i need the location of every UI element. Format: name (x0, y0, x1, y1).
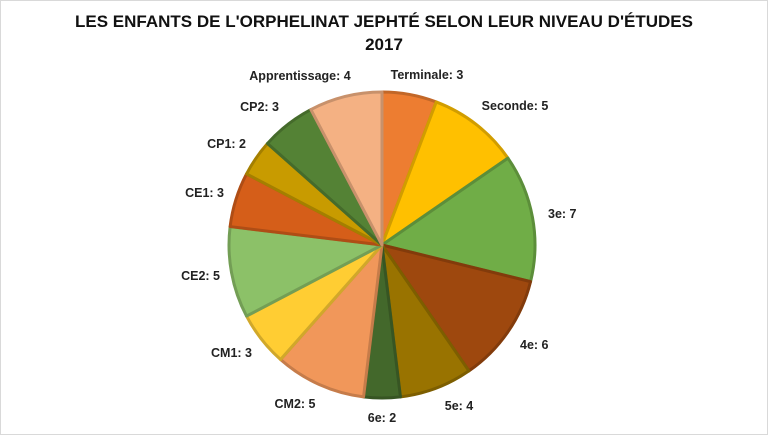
data-label-ce2: CE2: 5 (181, 269, 220, 283)
pie-slice-ce2 (227, 225, 384, 318)
data-label-4e: 4e: 6 (520, 338, 549, 352)
data-label-3e: 3e: 7 (548, 207, 577, 221)
pie-slice-4e (380, 243, 533, 373)
data-label-cp2: CP2: 3 (240, 100, 279, 114)
chart-title: LES ENFANTS DE L'ORPHELINAT JEPHTÉ SELON… (75, 12, 693, 31)
chart-subtitle-year: 2017 (365, 35, 403, 54)
data-label-seconde: Seconde: 5 (482, 99, 549, 113)
data-label-5e: 5e: 4 (445, 399, 474, 413)
data-label-ce1: CE1: 3 (185, 186, 224, 200)
data-label-terminale: Terminale: 3 (391, 68, 464, 82)
pie-slice-seconde (380, 100, 510, 247)
pie-slice-3e (380, 156, 537, 284)
data-label-cm1: CM1: 3 (211, 346, 252, 360)
data-label-apprentissage: Apprentissage: 4 (249, 69, 350, 83)
data-label-cm2: CM2: 5 (275, 397, 316, 411)
pie-slice-apprentissage (309, 90, 384, 247)
data-label-cp1: CP1: 2 (207, 137, 246, 151)
data-label-6e: 6e: 2 (368, 411, 397, 425)
pie-slice-cm2 (279, 243, 384, 399)
